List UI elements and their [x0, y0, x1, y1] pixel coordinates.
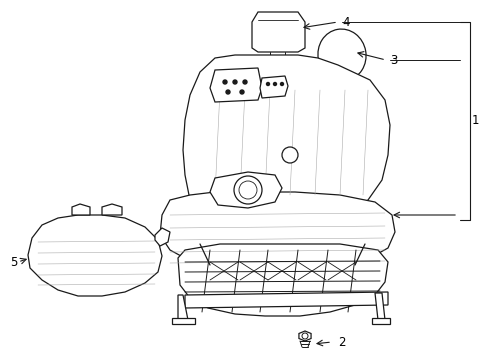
- Text: 4: 4: [342, 15, 349, 28]
- Circle shape: [280, 82, 284, 85]
- Polygon shape: [183, 55, 390, 220]
- Text: 2: 2: [338, 336, 345, 348]
- Polygon shape: [210, 68, 262, 102]
- Polygon shape: [72, 204, 90, 215]
- Polygon shape: [299, 331, 311, 341]
- Circle shape: [226, 90, 230, 94]
- Polygon shape: [160, 192, 395, 272]
- Polygon shape: [185, 292, 388, 308]
- Text: 3: 3: [390, 54, 397, 67]
- Circle shape: [234, 176, 262, 204]
- Polygon shape: [172, 318, 195, 324]
- Polygon shape: [28, 215, 162, 296]
- Circle shape: [239, 181, 257, 199]
- Polygon shape: [102, 204, 122, 215]
- Circle shape: [273, 82, 276, 85]
- Polygon shape: [210, 172, 282, 208]
- Circle shape: [240, 90, 244, 94]
- Circle shape: [223, 80, 227, 84]
- Polygon shape: [155, 228, 170, 246]
- Polygon shape: [178, 244, 388, 316]
- Polygon shape: [372, 318, 390, 324]
- Ellipse shape: [318, 29, 366, 81]
- Circle shape: [243, 80, 247, 84]
- Circle shape: [282, 147, 298, 163]
- Polygon shape: [252, 12, 305, 52]
- Circle shape: [302, 333, 308, 339]
- Circle shape: [233, 80, 237, 84]
- Polygon shape: [375, 293, 385, 320]
- Polygon shape: [178, 295, 188, 322]
- Text: 5: 5: [10, 256, 17, 269]
- Circle shape: [267, 82, 270, 85]
- Polygon shape: [260, 76, 288, 98]
- Text: 1: 1: [472, 113, 480, 126]
